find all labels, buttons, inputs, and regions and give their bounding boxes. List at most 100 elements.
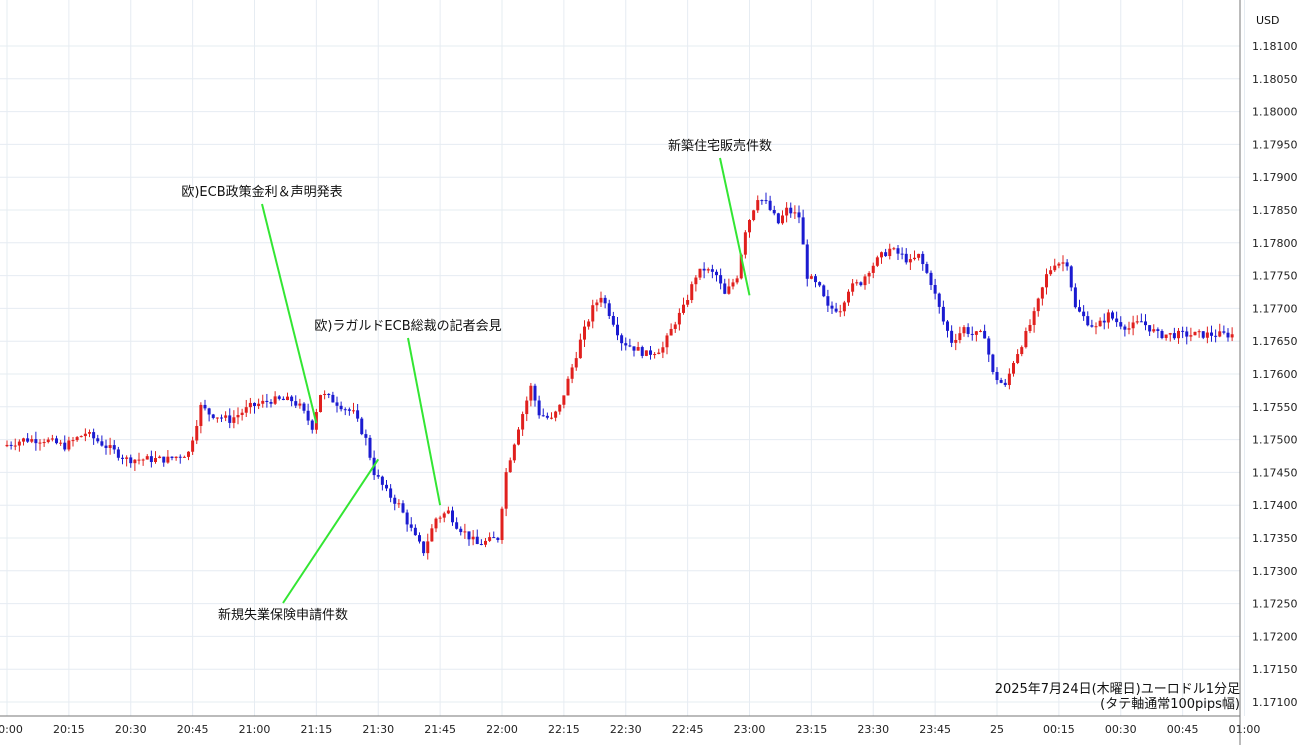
candle-body — [281, 398, 285, 401]
candle-body — [244, 407, 248, 413]
candle-body — [203, 404, 207, 409]
candle-body — [541, 415, 545, 417]
candle-body — [628, 345, 632, 347]
candle-body — [215, 417, 219, 419]
candle-body — [661, 347, 665, 353]
candle-body — [917, 253, 921, 258]
candle-body — [847, 291, 850, 303]
candle-body — [34, 439, 38, 444]
x-tick-label: 20:30 — [115, 723, 147, 736]
candle-body — [451, 510, 454, 523]
candle-body — [347, 409, 351, 411]
candle-body — [360, 418, 364, 435]
candle-body — [1106, 312, 1110, 323]
candle-body — [352, 410, 355, 412]
candle-body — [595, 302, 599, 306]
candle-body — [96, 438, 100, 442]
y-tick-label: 1.17550 — [1252, 401, 1298, 414]
candle-body — [248, 402, 252, 408]
candle-body — [426, 541, 430, 554]
candle-body — [776, 213, 780, 224]
y-tick-label: 1.17200 — [1252, 630, 1298, 643]
y-tick-label: 1.17750 — [1252, 270, 1298, 283]
candle-body — [554, 411, 558, 418]
x-tick-label: 00:15 — [1043, 723, 1075, 736]
candle-body — [562, 395, 566, 405]
y-tick-label: 1.17950 — [1252, 138, 1298, 151]
candle-body — [479, 544, 483, 546]
candle-body — [30, 439, 34, 442]
candle-body — [698, 268, 702, 278]
candle-body — [471, 536, 475, 540]
candle-body — [401, 503, 405, 513]
y-tick-label: 1.17700 — [1252, 302, 1298, 315]
candle-body — [1094, 326, 1098, 328]
candle-body — [1032, 311, 1036, 325]
candle-body — [871, 265, 875, 273]
candle-body — [760, 200, 764, 202]
candle-body — [525, 400, 529, 415]
candle-body — [385, 484, 388, 489]
candle-body — [380, 476, 384, 485]
candle-body — [13, 445, 17, 447]
candle-body — [207, 408, 211, 415]
x-tick-label: 20:00 — [0, 723, 23, 736]
candle-body — [863, 276, 867, 286]
candle-body — [958, 333, 962, 340]
chart-footer-title: 2025年7月24日(木曜日)ユーロドル1分足 — [995, 682, 1240, 697]
candle-body — [224, 415, 228, 418]
candle-body — [1230, 334, 1234, 338]
x-tick-label: 23:30 — [857, 723, 889, 736]
candle-body — [805, 244, 809, 279]
candle-body — [422, 541, 426, 554]
candle-body — [1082, 311, 1086, 317]
candle-body — [686, 300, 690, 305]
candle-body — [1036, 298, 1040, 312]
x-tick-label: 01:00 — [1229, 723, 1261, 736]
candle-body — [578, 339, 582, 359]
grid-lines — [0, 0, 1245, 716]
candle-body — [1193, 331, 1197, 336]
candle-body — [884, 252, 888, 257]
candle-body — [393, 497, 397, 504]
candle-body — [38, 442, 42, 444]
candle-body — [706, 269, 710, 271]
candle-body — [162, 456, 166, 463]
x-tick-label: 00:30 — [1105, 723, 1137, 736]
candle-body — [834, 308, 838, 312]
candle-body — [644, 350, 648, 356]
candle-body — [42, 442, 46, 444]
candle-body — [995, 371, 999, 381]
candle-body — [261, 400, 265, 404]
candle-body — [599, 297, 603, 303]
candle-body — [133, 459, 137, 464]
candle-body — [1069, 266, 1073, 288]
candle-body — [1102, 320, 1106, 323]
candle-body — [467, 531, 471, 540]
candle-body — [22, 438, 25, 442]
candle-body — [1020, 347, 1024, 355]
candle-body — [158, 456, 162, 459]
candle-body — [273, 396, 277, 404]
candle-body — [290, 396, 294, 402]
candle-body — [253, 402, 256, 406]
candle-body — [1172, 333, 1176, 339]
candle-body — [710, 269, 714, 272]
annotation-pointer-line — [282, 458, 380, 604]
candle-body — [1073, 287, 1077, 308]
candle-body — [413, 527, 417, 536]
candle-body — [735, 278, 739, 283]
x-tick-label: 23:15 — [796, 723, 828, 736]
candle-body — [1214, 335, 1218, 337]
candle-body — [500, 508, 504, 541]
candle-body — [504, 472, 508, 509]
candle-body — [9, 444, 13, 446]
candle-body — [583, 326, 586, 340]
candle-body — [731, 282, 735, 287]
candle-body — [67, 440, 71, 450]
candle-body — [236, 414, 240, 418]
candle-body — [1111, 312, 1114, 319]
y-tick-label: 1.17800 — [1252, 237, 1298, 250]
